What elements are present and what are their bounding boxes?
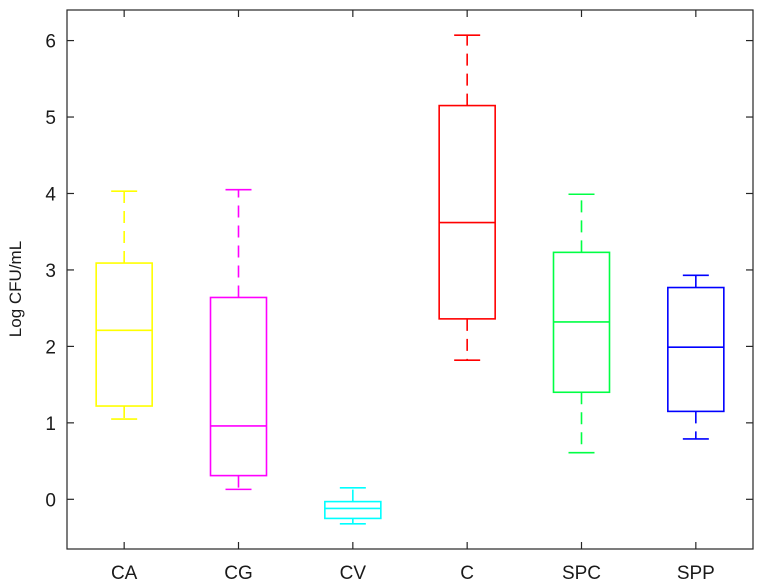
y-tick-label: 0 xyxy=(45,490,56,511)
y-tick-label: 6 xyxy=(45,32,56,53)
iqr-box xyxy=(667,286,725,413)
y-tick-label: 3 xyxy=(45,261,56,282)
y-tick-label: 4 xyxy=(45,184,56,205)
x-tick-label: SPP xyxy=(677,563,715,584)
plot-area xyxy=(66,9,754,550)
x-tick-label: CG xyxy=(224,563,253,584)
x-tick-label: C xyxy=(460,563,474,584)
iqr-box xyxy=(95,262,153,407)
iqr-box xyxy=(209,296,268,477)
box-c xyxy=(438,34,496,361)
y-tick-label: 2 xyxy=(45,337,56,358)
box-spc xyxy=(552,193,611,454)
box-cv xyxy=(324,487,382,525)
iqr-box xyxy=(438,104,496,320)
box-ca xyxy=(95,190,153,420)
boxes xyxy=(95,34,725,525)
box-cg xyxy=(209,188,268,491)
x-tick-label: SPC xyxy=(562,563,601,584)
box-spp xyxy=(667,274,725,440)
y-tick-label: 1 xyxy=(45,414,56,435)
x-tick-label: CA xyxy=(111,563,138,584)
y-axis-label: Log CFU/mL xyxy=(6,241,25,337)
iqr-box xyxy=(324,500,382,520)
axis-ticks: 0 1 2 3 4 5 6 CA CG CV C SPC SPP xyxy=(45,10,753,584)
y-tick-label: 5 xyxy=(45,108,56,129)
x-tick-label: CV xyxy=(340,563,367,584)
